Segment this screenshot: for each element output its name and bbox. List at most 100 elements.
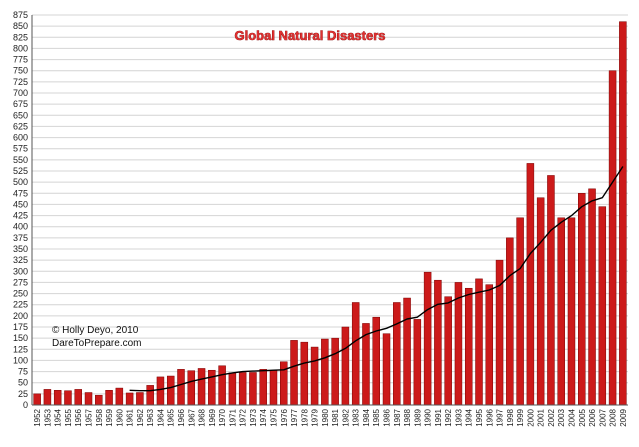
bar-2007 [598,206,607,406]
x-tick-label: 1977 [290,408,299,426]
x-tick-label: 1989 [413,408,422,426]
y-tick-label: 650 [13,110,28,120]
bar-1966 [177,369,185,406]
x-tick-label: 2001 [537,408,546,426]
y-tick-label: 600 [13,133,28,143]
bar-1982 [341,326,350,406]
x-tick-label: 1971 [228,408,237,426]
y-tick-label: 375 [13,233,28,243]
bar-1957 [84,392,93,406]
y-tick-label: 150 [13,333,28,343]
y-tick-label: 225 [13,300,28,310]
y-tick-label: 575 [13,144,28,154]
x-tick-label: 1964 [156,408,165,426]
x-tick-label: 2004 [567,408,576,426]
bar-1986 [382,333,391,406]
bar-1999 [516,217,524,406]
bar-1952 [33,393,41,406]
y-tick-label: 475 [13,188,28,198]
bar-1965 [166,375,175,406]
bar-1981 [331,337,339,406]
bar-1962 [136,392,144,406]
bar-1973 [249,372,257,406]
bar-1961 [125,392,134,406]
x-tick-label: 1983 [352,408,361,426]
x-tick-label: 1972 [239,408,248,426]
bar-1956 [74,389,82,406]
bar-1990 [423,271,432,406]
x-tick-label: 2003 [557,408,566,426]
x-tick-label: 1997 [496,408,505,426]
x-tick-label: 1974 [259,408,268,426]
bar-1998 [506,237,514,406]
bar-1987 [393,302,401,406]
x-tick-label: 2000 [526,408,535,426]
x-tick-label: 1986 [383,408,392,426]
x-tick-label: 1979 [311,408,320,426]
bar-1969 [208,369,216,406]
bar-1979 [310,346,319,406]
y-tick-label: 800 [13,43,28,53]
bar-2009 [619,21,627,406]
bar-1991 [434,279,442,406]
y-tick-label: 625 [13,121,28,131]
y-tick-label: 175 [13,322,28,332]
bar-1975 [269,369,278,406]
x-tick-label: 1980 [321,408,330,426]
website-text: DareToPrepare.com [52,338,141,349]
x-axis-ticks: 1952 1953 1954 1955 1956 1957 1958 1959 1960 1961… [33,408,628,426]
bar-1953 [43,389,52,406]
x-tick-label: 1996 [485,408,494,426]
y-tick-label: 350 [13,244,28,254]
bar-1974 [259,369,267,406]
bar-1992 [444,296,452,406]
bar-1954 [53,390,62,406]
x-tick-label: 1982 [341,408,350,426]
bar-2000 [526,163,535,406]
x-tick-label: 1963 [146,408,155,426]
bar-1996 [485,284,494,406]
x-tick-label: 2002 [547,408,556,426]
x-tick-label: 2007 [598,408,607,426]
y-tick-label: 75 [18,367,28,377]
bar-2002 [547,175,555,406]
bar-1989 [413,319,422,406]
x-tick-label: 1970 [218,408,227,426]
y-tick-label: 200 [13,311,28,321]
x-tick-label: 1991 [434,408,443,426]
x-tick-label: 2009 [619,408,628,426]
x-tick-label: 1968 [198,408,207,426]
x-tick-label: 1960 [115,408,124,426]
y-tick-label: 275 [13,277,28,287]
x-tick-label: 1959 [105,408,114,426]
x-tick-label: 1953 [43,408,52,426]
bar-1995 [475,278,483,406]
x-tick-label: 1956 [74,408,83,426]
bar-1971 [228,372,237,406]
x-tick-label: 1969 [208,408,217,426]
y-tick-label: 775 [13,55,28,65]
x-tick-label: 1976 [280,408,289,426]
bar-1958 [95,394,103,406]
y-tick-label: 125 [13,344,28,354]
y-tick-label: 25 [18,389,28,399]
x-tick-label: 1981 [331,408,340,426]
x-tick-label: 2008 [609,408,618,426]
bar-1988 [403,297,411,406]
x-tick-label: 1985 [372,408,381,426]
x-tick-label: 1992 [444,408,453,426]
bar-1955 [64,390,72,406]
y-tick-label: 850 [13,21,28,31]
y-tick-label: 675 [13,99,28,109]
bar-1997 [495,259,504,406]
copyright-text: © Holly Deyo, 2010 [52,325,139,336]
y-tick-label: 875 [13,10,28,20]
bar-1994 [464,287,473,406]
y-tick-label: 400 [13,222,28,232]
y-tick-label: 100 [13,355,28,365]
bar-2006 [588,188,596,406]
bar-1959 [105,390,113,406]
y-tick-label: 550 [13,155,28,165]
x-tick-label: 1988 [403,408,412,426]
